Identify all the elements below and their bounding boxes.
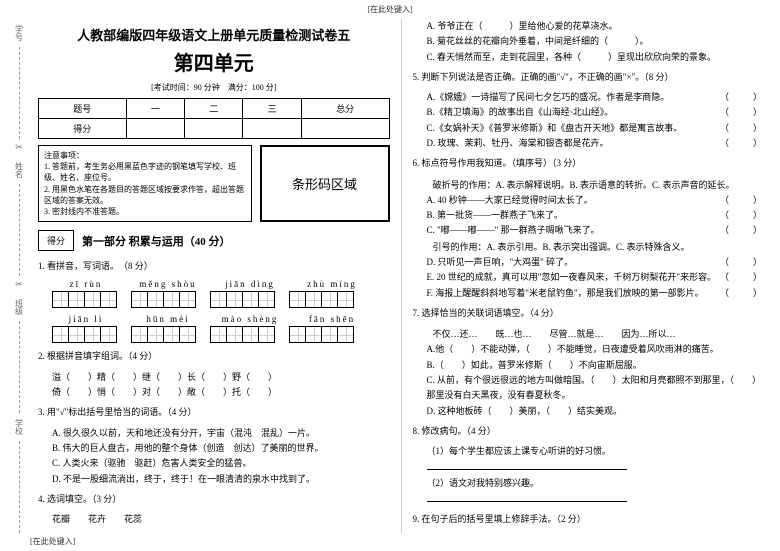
footer-note: [在此处键入] <box>30 536 75 547</box>
q9: 9. 在句子后的括号里填上修辞手法。（2 分） <box>413 512 765 527</box>
score-box: 得分 <box>38 230 74 251</box>
binding-margin: 学号 ✂ 姓名 ✂ 班级 学校 <box>8 19 30 533</box>
exam-info: [考试时间：90 分钟 满分：100 分] <box>38 82 390 93</box>
barcode-area: 条形码区域 <box>260 145 390 222</box>
q2: 2. 根据拼音填字组词。（4 分） <box>38 349 390 364</box>
header-note: [在此处键入] <box>0 0 780 19</box>
left-column: 人教部编版四年级语文上册单元质量检测试卷五 第四单元 [考试时间：90 分钟 满… <box>30 19 398 533</box>
q1: 1. 看拼音，写词语。 （8 分） <box>38 259 390 274</box>
q8: 8. 修改病句。（4 分） <box>413 424 765 439</box>
section-title: 第一部分 积累与运用（40 分） <box>82 233 231 249</box>
right-column: A. 爷爷正在（ ）里给他心爱的花草浇水。 B. 菊花丝丝的花瓣向外垂着，中间是… <box>405 19 773 533</box>
doc-title-2: 第四单元 <box>38 47 390 76</box>
q5: 5. 判断下列说法是否正确。正确的画"√"，不正确的画"×"。（8 分） <box>413 70 765 85</box>
q3: 3. 用"√"标出括号里恰当的词语。（4 分） <box>38 405 390 420</box>
q7: 7. 选择恰当的关联词语填空。（4 分） <box>413 306 765 321</box>
q6: 6. 标点符号作用我知道。（填序号）（3 分） <box>413 156 765 171</box>
q4: 4. 选词填空。（3 分） <box>38 492 390 507</box>
doc-title-1: 人教部编版四年级语文上册单元质量检测试卷五 <box>38 25 390 44</box>
score-table: 题号一二三总分 得分 <box>38 98 390 139</box>
notice-box: 注意事项： 1. 答题前，考生务必用黑蓝色字迹的钢笔填写学校、班级、姓名、座位号… <box>38 145 252 222</box>
tian-grid-row <box>52 326 390 343</box>
tian-grid-row <box>52 291 390 308</box>
